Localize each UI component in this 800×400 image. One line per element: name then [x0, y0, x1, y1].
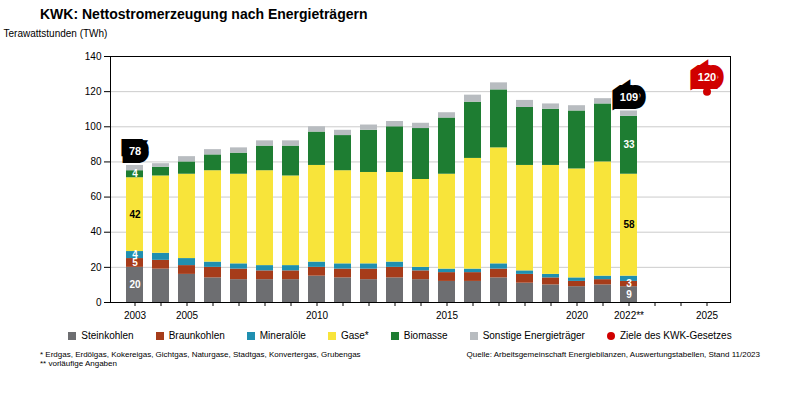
svg-text:120: 120	[85, 86, 102, 97]
svg-text:78: 78	[129, 145, 141, 157]
svg-text:58: 58	[623, 219, 635, 230]
html-text:Quelle: Arbeitsgemeinschaft En: Quelle: Arbeitsgemeinschaft Energiebilan…	[466, 350, 760, 359]
svg-text:60: 60	[90, 191, 102, 202]
html-text:Steinkohlen: Steinkohlen	[81, 329, 134, 341]
svg-text:2020: 2020	[566, 310, 589, 321]
html-text:KWK: Nettostromerzeugung nach: KWK: Nettostromerzeugung nach Energieträ…	[40, 6, 368, 22]
svg-text:4: 4	[132, 168, 138, 179]
svg-text:Terawattstunden (TWh): Terawattstunden (TWh)	[4, 28, 108, 39]
html-text:* Erdgas, Erdölgas, Kokereigas: * Erdgas, Erdölgas, Kokereigas, Gichtgas…	[40, 350, 361, 359]
svg-text:42: 42	[129, 209, 141, 220]
html-text:Biomasse: Biomasse	[403, 329, 448, 341]
svg-text:2022**: 2022**	[614, 310, 644, 321]
svg-text:120: 120	[698, 71, 716, 83]
html-text:** vorläufige Angaben: ** vorläufige Angaben	[40, 359, 117, 368]
svg-text:140: 140	[85, 51, 102, 62]
html-text:Braunkohlen: Braunkohlen	[168, 329, 225, 341]
svg-text:2015: 2015	[436, 310, 459, 321]
svg-text:2010: 2010	[306, 310, 329, 321]
svg-text:5: 5	[132, 257, 138, 269]
svg-text:2005: 2005	[176, 310, 199, 321]
svg-text:80: 80	[90, 156, 102, 167]
svg-text:20: 20	[129, 279, 141, 290]
html-text:Gase*: Gase*	[340, 329, 369, 341]
html-text:Sonstige Energieträger: Sonstige Energieträger	[482, 329, 585, 341]
svg-text:4: 4	[132, 249, 138, 260]
svg-text:9: 9	[626, 289, 632, 300]
svg-text:33: 33	[623, 139, 635, 150]
svg-text:100: 100	[85, 121, 102, 132]
html-text:Mineralöle: Mineralöle	[259, 329, 306, 341]
svg-text:2025: 2025	[696, 310, 719, 321]
svg-text:109: 109	[620, 90, 638, 102]
svg-text:40: 40	[90, 226, 102, 237]
svg-text:20: 20	[90, 262, 102, 273]
html-text:Ziele des KWK-Gesetzes: Ziele des KWK-Gesetzes	[619, 329, 732, 341]
svg-text:3: 3	[626, 278, 632, 289]
svg-text:2003: 2003	[124, 310, 147, 321]
svg-text:0: 0	[96, 297, 102, 308]
